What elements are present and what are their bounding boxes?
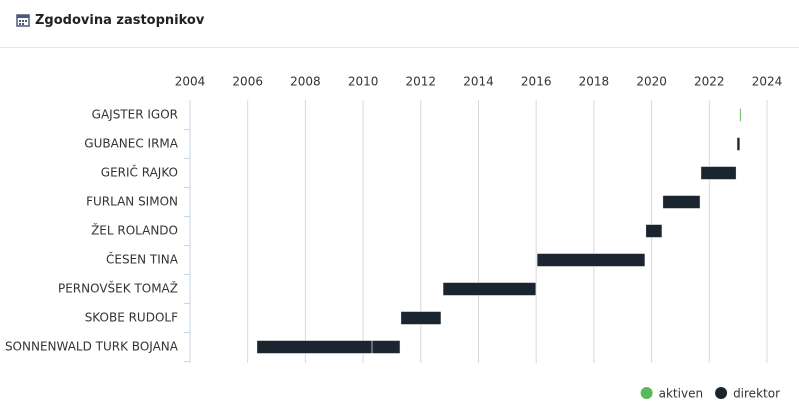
bar bbox=[256, 340, 373, 354]
header: Zgodovina zastopnikov bbox=[0, 0, 799, 48]
x-tick-label: 2006 bbox=[232, 75, 263, 89]
x-tick-label: 2016 bbox=[521, 75, 552, 89]
bar bbox=[739, 108, 742, 122]
x-tick-label: 2008 bbox=[290, 75, 321, 89]
legend-label: aktiven bbox=[659, 387, 703, 401]
bar bbox=[736, 137, 741, 151]
y-tick-label: SONNENWALD TURK BOJANA bbox=[5, 340, 179, 354]
y-tick-label: FURLAN SIMON bbox=[86, 195, 178, 209]
y-tick-label: GAJSTER IGOR bbox=[92, 108, 178, 122]
calendar-icon bbox=[16, 14, 30, 27]
bar bbox=[442, 282, 537, 296]
y-tick-label: PERNOVŠEK TOMAŽ bbox=[58, 281, 178, 296]
bar bbox=[371, 340, 401, 354]
y-tick-label: GERIČ RAJKO bbox=[101, 165, 178, 180]
bar bbox=[700, 166, 737, 180]
y-tick-label: ČESEN TINA bbox=[106, 252, 179, 267]
bar bbox=[400, 311, 442, 325]
y-tick-label: SKOBE RUDOLF bbox=[85, 311, 178, 325]
x-tick-label: 2012 bbox=[406, 75, 437, 89]
legend-marker bbox=[715, 387, 728, 399]
title: Zgodovina zastopnikov bbox=[35, 13, 205, 28]
bar bbox=[662, 195, 701, 209]
x-tick-label: 2018 bbox=[579, 75, 610, 89]
y-tick-label: ŽEL ROLANDO bbox=[91, 223, 178, 238]
x-tick-label: 2024 bbox=[752, 75, 783, 89]
legend-marker bbox=[640, 387, 653, 399]
y-tick-label: GUBANEC IRMA bbox=[84, 137, 179, 151]
x-tick-label: 2010 bbox=[348, 75, 379, 89]
x-tick-label: 2022 bbox=[694, 75, 725, 89]
x-tick-label: 2004 bbox=[175, 75, 206, 89]
x-tick-label: 2014 bbox=[463, 75, 494, 89]
x-tick-label: 2020 bbox=[636, 75, 667, 89]
bar bbox=[536, 253, 646, 267]
legend-label: direktor bbox=[733, 387, 780, 401]
bar bbox=[645, 224, 663, 238]
